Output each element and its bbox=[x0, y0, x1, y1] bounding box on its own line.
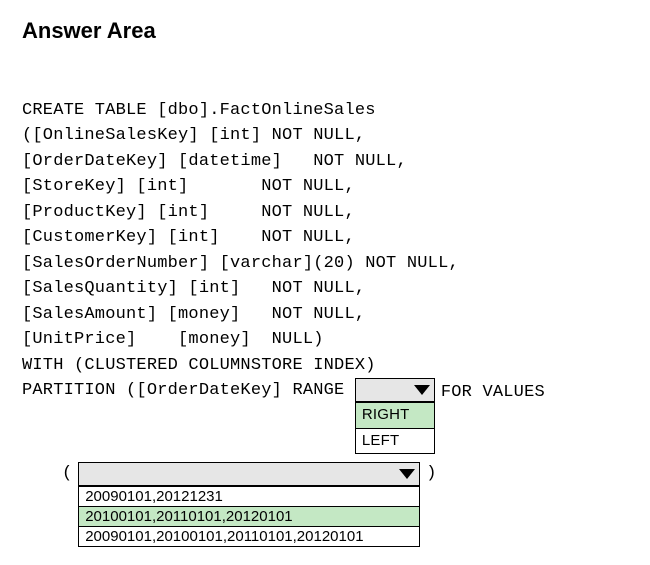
code-line: [ProductKey] [int] NOT NULL, bbox=[22, 203, 355, 222]
dropdown-option-values-1[interactable]: 20090101,20121231 bbox=[79, 486, 419, 506]
paren-close: ) bbox=[426, 462, 436, 483]
dropdown-header[interactable] bbox=[356, 379, 434, 402]
code-line: [SalesAmount] [money] NOT NULL, bbox=[22, 305, 365, 324]
partition-values-dropdown[interactable]: 20090101,20121231 20100101,20110101,2012… bbox=[78, 462, 420, 547]
code-line: [SalesQuantity] [int] NOT NULL, bbox=[22, 279, 365, 298]
dropdown-option-values-3[interactable]: 20090101,20100101,20110101,20120101 bbox=[79, 526, 419, 546]
dropdown-option-values-2[interactable]: 20100101,20110101,20120101 bbox=[79, 506, 419, 526]
page-title: Answer Area bbox=[22, 18, 628, 44]
code-line-partial: FOR VALUES bbox=[435, 378, 545, 406]
dropdown-option-left[interactable]: LEFT bbox=[356, 428, 434, 454]
range-direction-dropdown[interactable]: RIGHTLEFT bbox=[355, 378, 435, 454]
code-line: [UnitPrice] [money] NULL) bbox=[22, 330, 324, 349]
code-line: [CustomerKey] [int] NOT NULL, bbox=[22, 228, 355, 247]
code-line-partial: PARTITION ([OrderDateKey] RANGE bbox=[22, 378, 355, 404]
code-line: WITH (CLUSTERED COLUMNSTORE INDEX) bbox=[22, 356, 376, 375]
sql-code-block: CREATE TABLE [dbo].FactOnlineSales ([Onl… bbox=[22, 72, 628, 454]
dropdown-option-right[interactable]: RIGHT bbox=[356, 402, 434, 428]
code-line: [SalesOrderNumber] [varchar](20) NOT NUL… bbox=[22, 254, 459, 273]
code-line: ([OnlineSalesKey] [int] NOT NULL, bbox=[22, 126, 365, 145]
code-line: [StoreKey] [int] NOT NULL, bbox=[22, 177, 355, 196]
dropdown-header[interactable] bbox=[79, 463, 419, 486]
chevron-down-icon bbox=[414, 385, 430, 395]
code-line: [OrderDateKey] [datetime] NOT NULL, bbox=[22, 152, 407, 171]
chevron-down-icon bbox=[399, 469, 415, 479]
paren-open: ( bbox=[62, 462, 72, 483]
code-line: CREATE TABLE [dbo].FactOnlineSales bbox=[22, 101, 376, 120]
